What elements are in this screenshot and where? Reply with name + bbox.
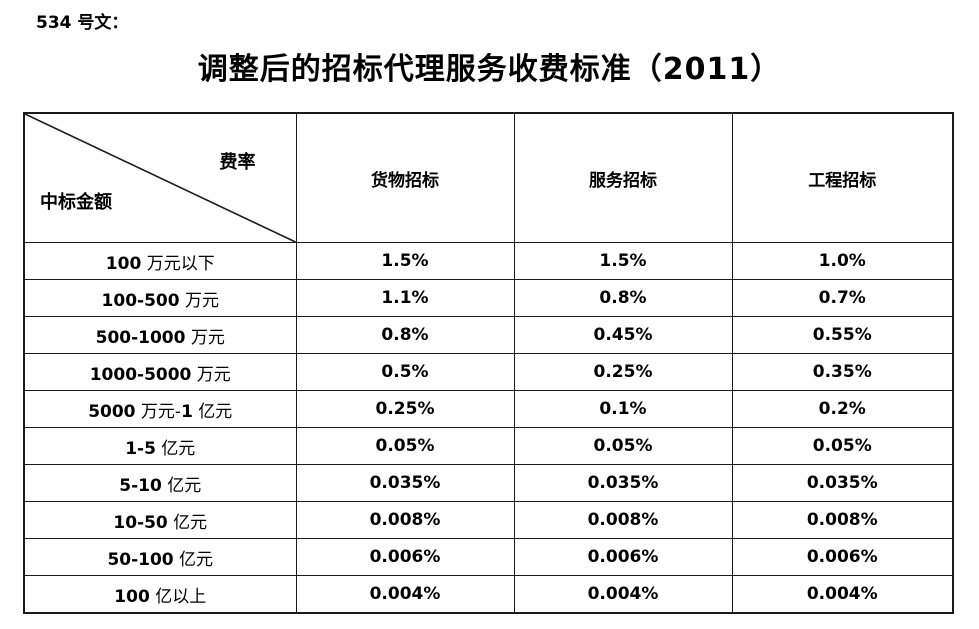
rate-cell: 1.5% bbox=[295, 242, 515, 280]
rate-cell: 0.004% bbox=[731, 575, 954, 614]
table-row: 100-500 万元 1.1% 0.8% 0.7% bbox=[23, 279, 954, 317]
table-row: 5-10 亿元 0.035% 0.035% 0.035% bbox=[23, 464, 954, 502]
row-label: 5-10 亿元 bbox=[23, 464, 297, 502]
column-header-goods: 货物招标 bbox=[295, 112, 515, 243]
diagonal-line-icon bbox=[25, 114, 296, 242]
header-row: 费率 中标金额 货物招标 服务招标 工程招标 bbox=[23, 112, 954, 243]
row-label: 500-1000 万元 bbox=[23, 316, 297, 354]
table-row: 1-5 亿元 0.05% 0.05% 0.05% bbox=[23, 427, 954, 465]
rate-cell: 0.006% bbox=[513, 538, 733, 576]
row-label: 100-500 万元 bbox=[23, 279, 297, 317]
rate-cell: 0.05% bbox=[513, 427, 733, 465]
rate-cell: 0.1% bbox=[513, 390, 733, 428]
row-label: 5000 万元-1 亿元 bbox=[23, 390, 297, 428]
rate-cell: 0.7% bbox=[731, 279, 954, 317]
rate-cell: 0.8% bbox=[295, 316, 515, 354]
table-row: 500-1000 万元 0.8% 0.45% 0.55% bbox=[23, 316, 954, 354]
rate-cell: 0.035% bbox=[731, 464, 954, 502]
table-body: 100 万元以下 1.5% 1.5% 1.0% 100-500 万元 1.1% 0.8% 0.… bbox=[23, 242, 954, 614]
row-label: 50-100 亿元 bbox=[23, 538, 297, 576]
column-header-engineering: 工程招标 bbox=[731, 112, 954, 243]
row-label: 1000-5000 万元 bbox=[23, 353, 297, 391]
rate-cell: 0.008% bbox=[731, 501, 954, 539]
rate-cell: 0.008% bbox=[513, 501, 733, 539]
table-row: 50-100 亿元 0.006% 0.006% 0.006% bbox=[23, 538, 954, 576]
rate-cell: 1.1% bbox=[295, 279, 515, 317]
rate-cell: 0.25% bbox=[513, 353, 733, 391]
rate-cell: 0.035% bbox=[513, 464, 733, 502]
row-label: 1-5 亿元 bbox=[23, 427, 297, 465]
rate-cell: 0.45% bbox=[513, 316, 733, 354]
table-row: 1000-5000 万元 0.5% 0.25% 0.35% bbox=[23, 353, 954, 391]
corner-cell: 费率 中标金额 bbox=[23, 112, 297, 243]
corner-label-rate: 费率 bbox=[219, 152, 256, 173]
rate-cell: 0.004% bbox=[295, 575, 515, 614]
rate-cell: 1.0% bbox=[731, 242, 954, 280]
rate-cell: 0.035% bbox=[295, 464, 515, 502]
doc-number-label: 534 号文： bbox=[36, 13, 129, 33]
rate-cell: 0.006% bbox=[295, 538, 515, 576]
page-title: 调整后的招标代理服务收费标准（2011） bbox=[197, 52, 782, 87]
table-row: 100 万元以下 1.5% 1.5% 1.0% bbox=[23, 242, 954, 280]
fee-table: 费率 中标金额 货物招标 服务招标 工程招标 100 万元以下 1.5% 1.5% 1… bbox=[23, 112, 954, 614]
rate-cell: 0.05% bbox=[295, 427, 515, 465]
table-row: 10-50 亿元 0.008% 0.008% 0.008% bbox=[23, 501, 954, 539]
rate-cell: 0.2% bbox=[731, 390, 954, 428]
rate-cell: 0.5% bbox=[295, 353, 515, 391]
table-row: 5000 万元-1 亿元 0.25% 0.1% 0.2% bbox=[23, 390, 954, 428]
rate-cell: 0.004% bbox=[513, 575, 733, 614]
table-row: 100 亿以上 0.004% 0.004% 0.004% bbox=[23, 575, 954, 614]
rate-cell: 1.5% bbox=[513, 242, 733, 280]
rate-cell: 0.55% bbox=[731, 316, 954, 354]
rate-cell: 0.006% bbox=[731, 538, 954, 576]
column-header-services: 服务招标 bbox=[513, 112, 733, 243]
rate-cell: 0.8% bbox=[513, 279, 733, 317]
row-label: 100 万元以下 bbox=[23, 242, 297, 280]
rate-cell: 0.008% bbox=[295, 501, 515, 539]
rate-cell: 0.05% bbox=[731, 427, 954, 465]
table-header: 费率 中标金额 货物招标 服务招标 工程招标 bbox=[23, 112, 954, 243]
row-label: 10-50 亿元 bbox=[23, 501, 297, 539]
corner-label-bid-amount: 中标金额 bbox=[40, 192, 112, 213]
rate-cell: 0.25% bbox=[295, 390, 515, 428]
rate-cell: 0.35% bbox=[731, 353, 954, 391]
row-label: 100 亿以上 bbox=[23, 575, 297, 614]
